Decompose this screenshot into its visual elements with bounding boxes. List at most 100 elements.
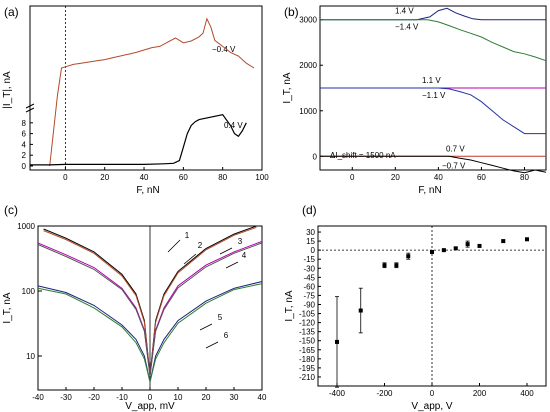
panel-d-xtick-label: 0 [430, 389, 435, 398]
panel-b-ytick-label: 2000 [299, 61, 317, 70]
panel-a-label-neg: −0.4 V [212, 45, 236, 54]
panel-c-curve-label: 5 [218, 313, 223, 322]
panel-a-ytick-label: 0 [22, 162, 27, 171]
panel-c-ytick-label: 10 [26, 352, 35, 361]
panel-b-series [320, 7, 546, 21]
panel-c-xtick-label: -20 [88, 393, 100, 402]
panel-b-ytick-label: 1000 [299, 107, 317, 116]
panel-d-ytick-label: 0 [311, 246, 316, 255]
panel-b-ytick-label: 0 [313, 152, 318, 161]
panel-c-curve-label: 6 [224, 331, 229, 340]
panel-c-xtick-label: 20 [202, 393, 211, 402]
panel-a-frame [29, 5, 263, 171]
panel-c-xtick-label: 10 [174, 393, 183, 402]
panel-c-xtick-label: -30 [60, 393, 72, 402]
panel-a-xtick-label: 20 [100, 173, 109, 182]
panel-c-arrow [205, 341, 219, 349]
panel-a-label-pos: 0.4 V [224, 121, 243, 130]
panel-d-point [441, 248, 446, 253]
panel-a-ylabel: |I_T|, nA [2, 71, 13, 109]
panel-a-xtick-label: 100 [255, 173, 269, 182]
panel-a-series-pos [30, 114, 247, 166]
panel-d-point [382, 263, 387, 268]
panel-a-xtick-label: 0 [63, 173, 68, 182]
panel-b-xtick-label: 20 [391, 173, 400, 182]
panel-b-xtick-label: 60 [477, 173, 486, 182]
panel-c-arrow [199, 323, 213, 331]
panel-b-series [320, 87, 546, 135]
panel-d-ytick-label: -45 [303, 273, 315, 282]
panel-d-point [453, 246, 458, 251]
panel-c-xtick-label: 0 [148, 393, 153, 402]
panel-b-ytick-label: 3000 [299, 16, 317, 25]
panel-b-xtick-label: 40 [434, 173, 443, 182]
panel-b-xtick-label: 80 [520, 173, 529, 182]
panel-d-ytick-label: -30 [303, 264, 315, 273]
panel-b-xlabel: F, nN [418, 185, 441, 196]
panel-a-xtick-label: 60 [179, 173, 188, 182]
panel-a-ytick-label: 6 [22, 130, 27, 139]
panel-b-xtick-label: 0 [350, 173, 355, 182]
panel-b-annotation: ΔI_shift = 1500 nA [330, 151, 396, 160]
panel-c-curve-label: 1 [185, 231, 190, 240]
panel-d-ytick-label: -15 [303, 255, 315, 264]
panel-d-point [394, 263, 399, 268]
panel-a-xtick-label: 40 [140, 173, 149, 182]
panel-b-series-label: −1.1 V [422, 91, 446, 100]
panel-d-ytick-label: -210 [299, 373, 316, 382]
panel-a-ytick-label: 2 [22, 151, 27, 160]
panel-b-series-label: −0.7 V [442, 161, 466, 170]
panel-d-ytick-label: -135 [299, 328, 316, 337]
panel-c-curve-label: 3 [238, 237, 243, 246]
panel-b-series [320, 19, 547, 62]
panel-c-ytick-label: 1000 [17, 222, 35, 231]
panel-c-arrow [225, 261, 239, 269]
panel-c-xtick-label: 40 [258, 393, 267, 402]
panel-d-point [406, 254, 411, 259]
panel-d-xtick-label: 400 [520, 389, 534, 398]
panel-c-xtick-label: -40 [32, 393, 44, 402]
panel-d-ytick-label: -105 [299, 310, 316, 319]
panel-d-point [335, 339, 339, 344]
panel-d-ytick-label: -75 [303, 291, 315, 300]
panel-a-break-mark [25, 103, 35, 109]
panel-a-series-neg [49, 17, 255, 167]
panel-d-ytick-label: -180 [299, 355, 316, 364]
panel-d-ytick-label: 30 [306, 228, 315, 237]
panel-c-xtick-label: -10 [116, 393, 128, 402]
panel-d-ytick-label: -150 [299, 337, 316, 346]
panel-d-xtick-label: -400 [329, 389, 346, 398]
panel-c-series [37, 242, 263, 376]
panel-d-point [525, 237, 529, 242]
panel-c-curve-label: 2 [198, 241, 203, 250]
panel-d-xtick-label: 200 [473, 389, 487, 398]
panel-b-series-label: 0.7 V [446, 144, 465, 153]
panel-b-label: (b) [284, 5, 299, 19]
panel-d-ytick-label: -165 [299, 346, 316, 355]
panel-d-ylabel: I_T, nA [284, 290, 295, 321]
panel-c-xlabel: V_app, mV [125, 401, 175, 412]
panel-d-ytick-label: 15 [306, 237, 315, 246]
panel-c-label: (c) [4, 203, 18, 217]
panel-d-point [358, 308, 363, 313]
panel-d-xtick-label: -200 [376, 389, 393, 398]
panel-b: (b) F, nN I_T, nA ΔI_shift = 1500 nA 0 20… [282, 5, 547, 196]
panel-a: (a) F, nN |I_T|, nA −0.4 V 0.4 V 0 20 40 60… [2, 5, 269, 196]
panel-a-ytick-label: 8 [22, 119, 27, 128]
panel-a-label: (a) [4, 5, 19, 19]
panel-c: (c) V_app, mV I_T, nA -40 -30 -20 -10 0 10 20 3… [2, 203, 267, 412]
panel-d-point [501, 239, 506, 244]
panel-d-ytick-label: -90 [303, 300, 315, 309]
panel-d-xlabel: V_app, V [411, 401, 452, 412]
panel-a-break-mark [25, 107, 35, 113]
panel-d-ytick-label: -60 [303, 282, 315, 291]
panel-c-curve-label: 4 [242, 251, 247, 260]
panel-d-label: (d) [302, 203, 317, 217]
panel-c-ylabel: I_T, nA [2, 292, 13, 323]
panel-c-arrow [167, 239, 181, 253]
panel-b-series-label: 1.1 V [422, 76, 441, 85]
panel-c-xtick-label: 30 [230, 393, 239, 402]
panel-a-ytick-label: 4 [22, 140, 27, 149]
panel-d: (d) V_app, V I_T, nA -400 -200 0 200 400 3015… [284, 203, 547, 412]
